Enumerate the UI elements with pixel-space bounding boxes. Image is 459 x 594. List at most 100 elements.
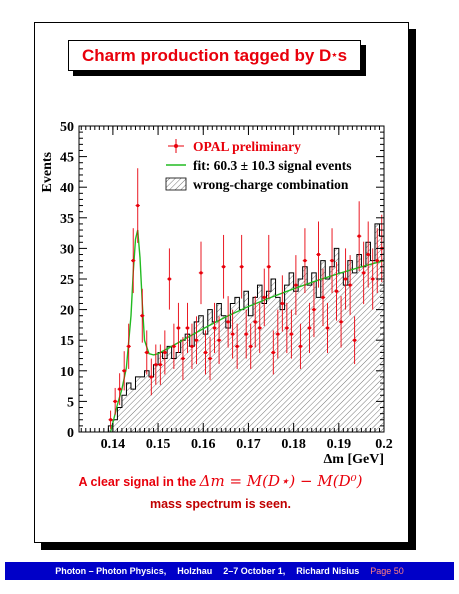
data-point: [226, 320, 230, 324]
data-point: [235, 344, 239, 348]
wrong-charge-histogram-outline: [103, 223, 384, 433]
data-point: [158, 363, 162, 367]
data-point: [375, 259, 379, 263]
data-point: [127, 344, 131, 348]
footer-talk: Photon – Photon Physics,: [55, 566, 167, 576]
data-point: [330, 259, 334, 263]
x-tick-label: 0.2: [375, 437, 393, 452]
data-point: [307, 326, 312, 330]
data-point: [231, 332, 235, 336]
x-tick-label: 0.19: [327, 437, 352, 452]
data-point: [371, 277, 375, 281]
data-point: [140, 314, 144, 318]
data-point: [118, 387, 122, 391]
slide-caption: A clear signal in the Δm = M(D⋆) − M(D⁰)…: [34, 470, 407, 515]
data-point: [212, 326, 217, 330]
y-tick-label: 40: [60, 181, 74, 196]
data-point: [122, 369, 126, 373]
x-axis-title: Δm [GeV]: [324, 452, 384, 467]
legend-marker-dot: [174, 144, 178, 148]
slide-title: Charm production tagged by D ⋆ s: [68, 40, 361, 71]
data-point: [357, 234, 361, 238]
data-point: [271, 350, 275, 355]
x-tick-label: 0.16: [191, 437, 216, 452]
data-point: [312, 308, 316, 312]
data-point: [136, 203, 140, 208]
caption-prefix: A clear signal in the: [78, 475, 200, 489]
data-point: [353, 338, 357, 342]
data-point: [163, 350, 167, 355]
data-point: [217, 338, 221, 342]
data-point: [348, 283, 352, 287]
y-tick-label: 5: [67, 395, 74, 410]
y-tick-label: 30: [60, 242, 74, 257]
data-point: [113, 399, 117, 403]
legend-marker-hatched: [165, 177, 187, 191]
data-point: [154, 363, 158, 367]
legend-label: fit: 60.3 ± 10.3 signal events: [193, 158, 352, 173]
data-point: [325, 326, 330, 330]
wrong-charge-histogram-fill: [103, 223, 384, 432]
data-point: [267, 265, 271, 269]
y-tick-label: 15: [60, 334, 74, 349]
legend-label: OPAL preliminary: [193, 139, 301, 154]
data-point: [362, 271, 366, 275]
data-point: [262, 295, 266, 299]
data-point: [203, 350, 208, 355]
data-point: [172, 344, 176, 348]
data-point: [131, 259, 135, 263]
data-point: [343, 277, 348, 281]
footer-page: Page 50: [370, 566, 404, 576]
data-point: [321, 295, 325, 299]
chart: 0 5 10 15 20 25 30 35 40 45 50 0.14 0.15 0.16 0.17 0.18…: [40, 120, 393, 467]
caption-formula: Δm = M(D⋆) − M(D⁰): [199, 472, 363, 490]
slide-footer: Photon – Photon Physics, Holzhau 2–7 Oct…: [5, 562, 454, 580]
footer-venue: Holzhau: [177, 566, 213, 576]
data-point: [240, 265, 244, 269]
data-point: [339, 320, 343, 324]
data-point: [167, 277, 171, 281]
slide-title-star: ⋆: [331, 50, 338, 61]
fit-curve: [109, 229, 385, 433]
x-tick-label: 0.14: [101, 437, 126, 452]
data-point: [276, 332, 280, 336]
data-point: [298, 344, 303, 348]
data-point: [249, 344, 253, 348]
data-point: [334, 289, 339, 293]
data-point: [366, 252, 370, 257]
y-tick-label: 20: [60, 304, 74, 319]
data-point: [199, 271, 203, 275]
y-tick-label: 50: [60, 120, 74, 135]
data-point: [221, 265, 226, 269]
chart-legend: OPAL preliminary fit: 60.3 ± 10.3 signal …: [165, 139, 352, 192]
data-point: [258, 326, 262, 330]
data-point: [181, 356, 185, 361]
data-point: [280, 301, 284, 306]
data-point: [185, 326, 190, 330]
data-point: [316, 252, 321, 257]
y-tick-label: 45: [60, 151, 74, 166]
data-point: [176, 326, 181, 330]
data-point: [289, 332, 293, 336]
data-point: [294, 283, 298, 287]
data-point: [149, 375, 153, 379]
data-point: [285, 326, 289, 330]
slide-title-text: Charm production tagged by D: [81, 45, 332, 65]
footer-dates: 2–7 October 1,: [223, 566, 286, 576]
x-tick-label: 0.18: [281, 437, 306, 452]
footer-speaker: Richard Nisius: [296, 566, 360, 576]
data-point: [303, 259, 307, 263]
data-point: [190, 344, 194, 348]
caption-line2: mass spectrum is seen.: [149, 497, 292, 511]
y-tick-label: 0: [67, 426, 74, 441]
y-axis-title: Events: [40, 151, 55, 192]
data-point: [208, 356, 212, 361]
x-tick-label: 0.17: [236, 437, 261, 452]
y-tick-label: 25: [60, 273, 74, 288]
data-point: [253, 320, 257, 324]
y-tick-label: 10: [60, 365, 74, 380]
data-point: [145, 350, 149, 355]
data-point: [244, 332, 248, 336]
x-tick-label: 0.15: [146, 437, 171, 452]
data-point: [194, 338, 199, 342]
